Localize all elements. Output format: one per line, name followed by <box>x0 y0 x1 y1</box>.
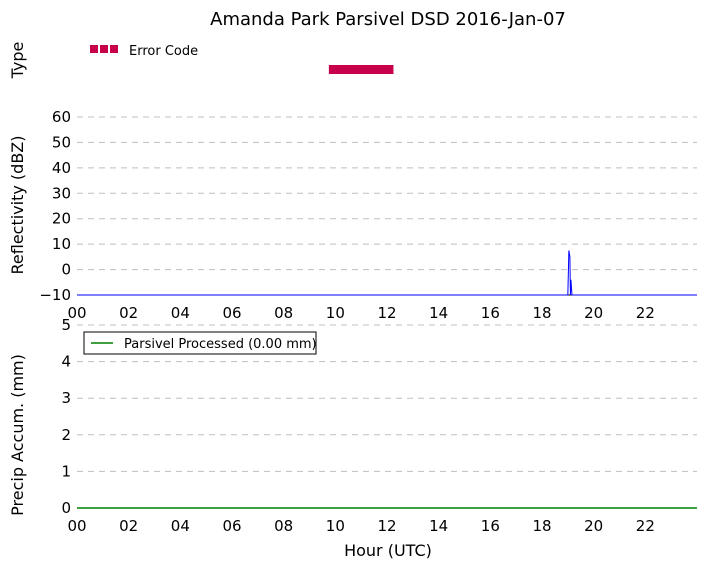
reflectivity-x-tick-00: 00 <box>67 304 86 322</box>
legend-label-error-code: Error Code <box>129 44 198 59</box>
precip-y-ticks: 5 4 3 2 1 0 <box>61 316 71 517</box>
reflectivity-x-tick-14: 14 <box>429 304 448 322</box>
reflectivity-y-tick-7: −10 <box>39 286 71 304</box>
precip-y-tick-3: 2 <box>61 426 71 444</box>
reflectivity-y-tick-2: 40 <box>52 159 71 177</box>
reflectivity-y-ticks: 60 50 40 30 20 10 0 −10 <box>39 108 71 304</box>
precip-axis-label: Precip Accum. (mm) <box>8 354 27 516</box>
precip-grid <box>77 324 697 472</box>
reflectivity-x-tick-04: 04 <box>171 304 190 322</box>
reflectivity-y-tick-6: 0 <box>61 261 71 279</box>
precip-legend-box <box>83 331 317 355</box>
precip-y-tick-4: 1 <box>61 462 71 480</box>
reflectivity-y-tick-1: 50 <box>52 133 71 151</box>
reflectivity-y-tick-0: 60 <box>52 108 71 126</box>
reflectivity-x-tick-18: 18 <box>532 304 551 322</box>
reflectivity-x-tick-12: 12 <box>377 304 396 322</box>
precip-y-tick-1: 4 <box>61 353 71 371</box>
reflectivity-x-ticks: 00 02 04 06 08 10 12 14 16 18 20 22 <box>67 304 654 322</box>
legend-swatch-square-1 <box>90 45 98 53</box>
reflectivity-axis-label: Reflectivity (dBZ) <box>8 136 27 275</box>
precip-x-tick-18: 18 <box>532 517 551 535</box>
type-axis-label: Type <box>8 42 27 80</box>
reflectivity-x-tick-16: 16 <box>481 304 500 322</box>
chart-title: Amanda Park Parsivel DSD 2016-Jan-07 <box>210 9 566 30</box>
precip-legend: Parsivel Processed (0.00 mm) <box>83 331 317 355</box>
precip-y-tick-2: 3 <box>61 389 71 407</box>
precip-y-tick-5: 0 <box>61 499 71 517</box>
reflectivity-series-line <box>77 250 697 296</box>
x-axis-label: Hour (UTC) <box>344 541 432 560</box>
legend-swatch-square-2 <box>100 45 108 53</box>
precip-x-tick-08: 08 <box>274 517 293 535</box>
reflectivity-y-tick-5: 10 <box>52 235 71 253</box>
type-bars <box>328 65 394 74</box>
reflectivity-grid <box>77 116 697 271</box>
precip-x-tick-10: 10 <box>326 517 345 535</box>
precip-x-tick-14: 14 <box>429 517 448 535</box>
type-legend: Error Code <box>90 44 198 59</box>
precip-x-tick-16: 16 <box>481 517 500 535</box>
reflectivity-x-tick-22: 22 <box>636 304 655 322</box>
reflectivity-panel: 60 50 40 30 20 10 0 −10 00 02 04 06 08 10 12 14 16 18 20 2… <box>8 108 697 322</box>
reflectivity-x-tick-02: 02 <box>119 304 138 322</box>
precip-x-tick-00: 00 <box>67 517 86 535</box>
reflectivity-x-tick-10: 10 <box>326 304 345 322</box>
precip-x-tick-20: 20 <box>584 517 603 535</box>
reflectivity-x-tick-06: 06 <box>222 304 241 322</box>
reflectivity-x-tick-20: 20 <box>584 304 603 322</box>
precip-x-tick-04: 04 <box>171 517 190 535</box>
precip-x-tick-02: 02 <box>119 517 138 535</box>
reflectivity-y-tick-4: 20 <box>52 210 71 228</box>
precip-x-tick-12: 12 <box>377 517 396 535</box>
reflectivity-y-tick-3: 30 <box>52 184 71 202</box>
precip-x-tick-06: 06 <box>222 517 241 535</box>
precip-y-tick-0: 5 <box>61 316 71 334</box>
reflectivity-x-tick-08: 08 <box>274 304 293 322</box>
legend-swatch-square-3 <box>110 45 118 53</box>
precip-x-tick-22: 22 <box>636 517 655 535</box>
error-code-bar-0 <box>328 65 394 74</box>
precip-x-ticks: 00 02 04 06 08 10 12 14 16 18 20 22 <box>67 517 654 535</box>
legend-label-parsivel-processed: Parsivel Processed (0.00 mm) <box>124 337 317 352</box>
type-panel: Type Error Code <box>8 42 394 80</box>
